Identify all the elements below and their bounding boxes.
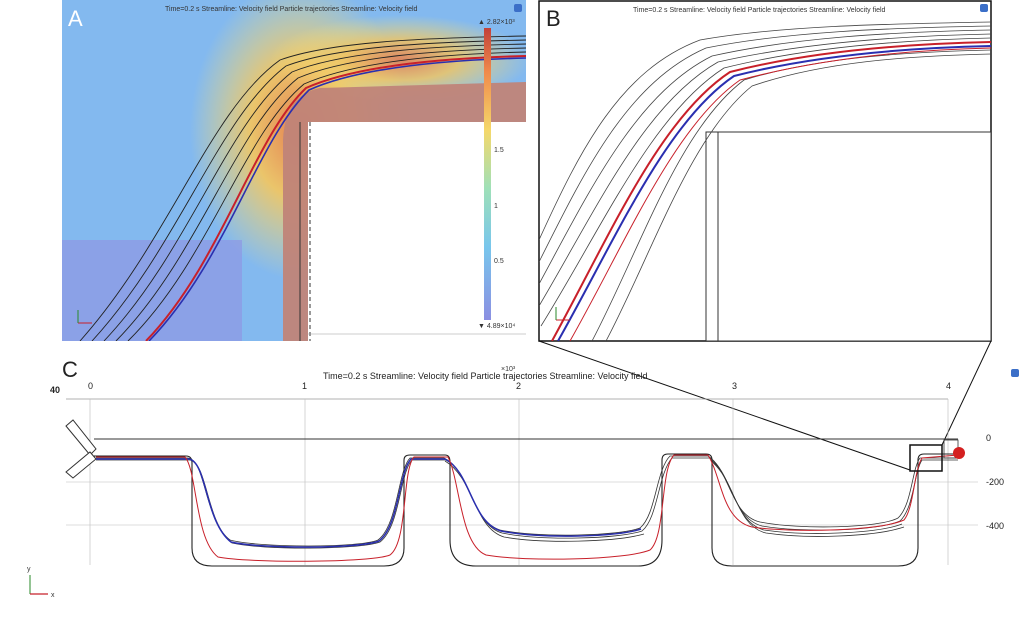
x-tick-label: 3 (732, 381, 737, 391)
panel-letter-b: B (546, 6, 561, 31)
axis-y-label: y (27, 566, 31, 573)
y-tick-label: -400 (986, 521, 1004, 531)
velocity-low-zone (62, 240, 242, 341)
trajectory-red-b (551, 41, 991, 341)
y-tick-label: 0 (986, 433, 991, 443)
x-tick-label: 4 (946, 381, 951, 391)
panel-b: B Time=0.2 s Streamline: Velocity field … (538, 0, 992, 342)
channel-block-b (705, 131, 991, 341)
panel-b-badge (980, 4, 988, 12)
panel-letter-a: A (68, 6, 83, 31)
panel-a-badge (514, 4, 522, 12)
x-exponent-label: ×10³ (501, 366, 516, 373)
zoom-connector (941, 340, 992, 446)
panel-b-title: Time=0.2 s Streamline: Velocity field Pa… (633, 7, 886, 14)
channel-wall-region (283, 82, 526, 341)
x-tick-label: 1 (302, 381, 307, 391)
x-tick-label: 0 (88, 381, 93, 391)
zoom-box (909, 444, 943, 472)
outlet-particle-marker (953, 447, 965, 459)
colorbar-max-label: ▲ 2.82×10³ (478, 19, 515, 26)
panel-a-title: Time=0.2 s Streamline: Velocity field Pa… (165, 6, 418, 13)
inlet-upper (65, 419, 97, 456)
colorbar (484, 28, 491, 320)
streamlines-a (79, 35, 526, 341)
inlet-lower (65, 451, 97, 479)
axis-x-label: x (51, 592, 55, 599)
colorbar-tick-label: 1 (494, 203, 498, 210)
trajectory-blue-c (96, 458, 642, 548)
panel-a: ▲ 2.82×10³ 1.5 1 0.5 ▼ 4.89×10⁴ A Time=0… (62, 0, 526, 341)
panel-c-title: Time=0.2 s Streamline: Velocity field Pa… (323, 371, 648, 381)
panel-letter-c: C (62, 357, 78, 382)
trajectory-red-a (145, 55, 526, 341)
colorbar-tick-label: 1.5 (494, 147, 504, 154)
trajectory-blue-a (148, 57, 526, 341)
trajectory-red-b-2 (569, 47, 991, 341)
panel-c-badge (1011, 369, 1019, 377)
trajectory-red-c (96, 454, 959, 562)
panel-c: C Time=0.2 s Streamline: Velocity field … (27, 357, 1019, 599)
zoom-connector (538, 340, 911, 471)
channel-block (308, 122, 526, 341)
channel-outer-wall (94, 453, 958, 567)
colorbar-min-label: ▼ 4.89×10⁴ (478, 323, 515, 330)
trajectory-blue-b (557, 45, 991, 341)
colorbar-tick-label: 0.5 (494, 258, 504, 265)
y-tick-label: -200 (986, 477, 1004, 487)
streamlines-b (539, 21, 991, 341)
x-tick-label: 2 (516, 381, 521, 391)
left-axis-label: 40 (50, 385, 60, 395)
